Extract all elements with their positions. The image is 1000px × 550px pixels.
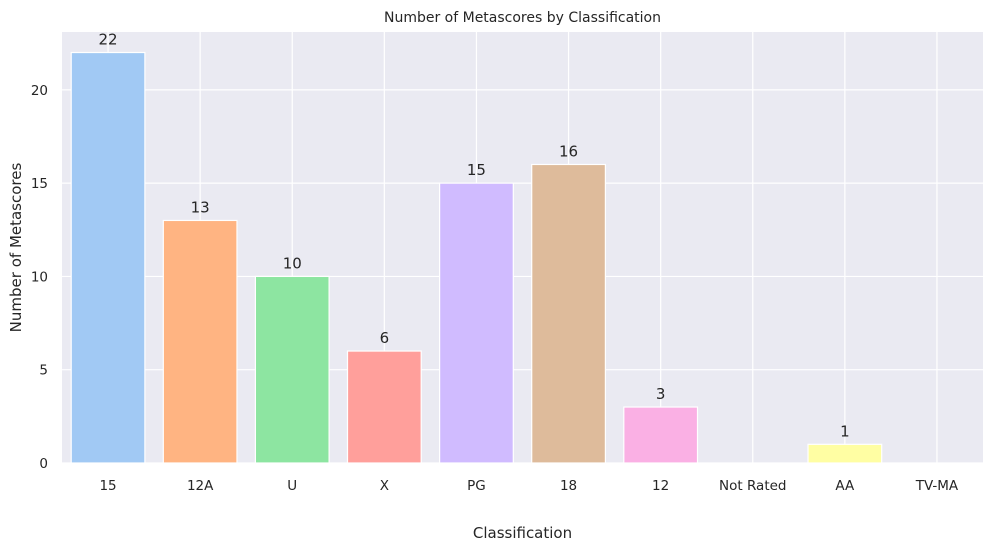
x-tick-label: Not Rated xyxy=(719,478,786,494)
x-tick-label: 12A xyxy=(187,478,214,494)
bars xyxy=(70,51,883,464)
x-tick-label: PG xyxy=(467,478,486,494)
data-label: 6 xyxy=(380,329,390,347)
bar xyxy=(531,163,606,464)
bar xyxy=(623,406,699,464)
tick-labels: 0 5 10 15 20 15 12A U X PG 18 12 Not Rated AA TV-MA xyxy=(31,83,959,494)
x-tick-label: 12 xyxy=(652,478,669,494)
data-label: 13 xyxy=(191,198,210,216)
bar xyxy=(254,275,330,464)
data-label: 22 xyxy=(99,31,118,49)
bar xyxy=(346,350,422,464)
y-tick-label: 10 xyxy=(31,269,48,285)
y-tick-label: 15 xyxy=(31,176,48,192)
x-axis-label: Classification xyxy=(473,524,572,542)
x-tick-label: 18 xyxy=(560,478,577,494)
chart-title: Number of Metascores by Classification xyxy=(384,10,661,26)
bar xyxy=(70,51,146,464)
data-labels: 22 13 10 6 15 16 3 1 xyxy=(99,31,850,441)
x-tick-label: X xyxy=(380,478,389,494)
bar xyxy=(807,443,883,464)
y-tick-label: 5 xyxy=(39,363,48,379)
data-label: 15 xyxy=(467,161,486,179)
data-label: 1 xyxy=(840,422,850,440)
x-tick-label: TV-MA xyxy=(915,478,959,494)
data-label: 16 xyxy=(559,142,578,160)
data-label: 10 xyxy=(283,254,302,272)
x-tick-label: U xyxy=(287,478,297,494)
y-tick-label: 20 xyxy=(31,83,48,99)
x-tick-label: 15 xyxy=(99,478,116,494)
x-tick-label: AA xyxy=(835,478,855,494)
bar xyxy=(162,219,238,464)
bar xyxy=(439,182,514,464)
y-tick-label: 0 xyxy=(39,456,48,472)
data-label: 3 xyxy=(656,385,666,403)
y-axis-label: Number of Metascores xyxy=(7,163,25,333)
